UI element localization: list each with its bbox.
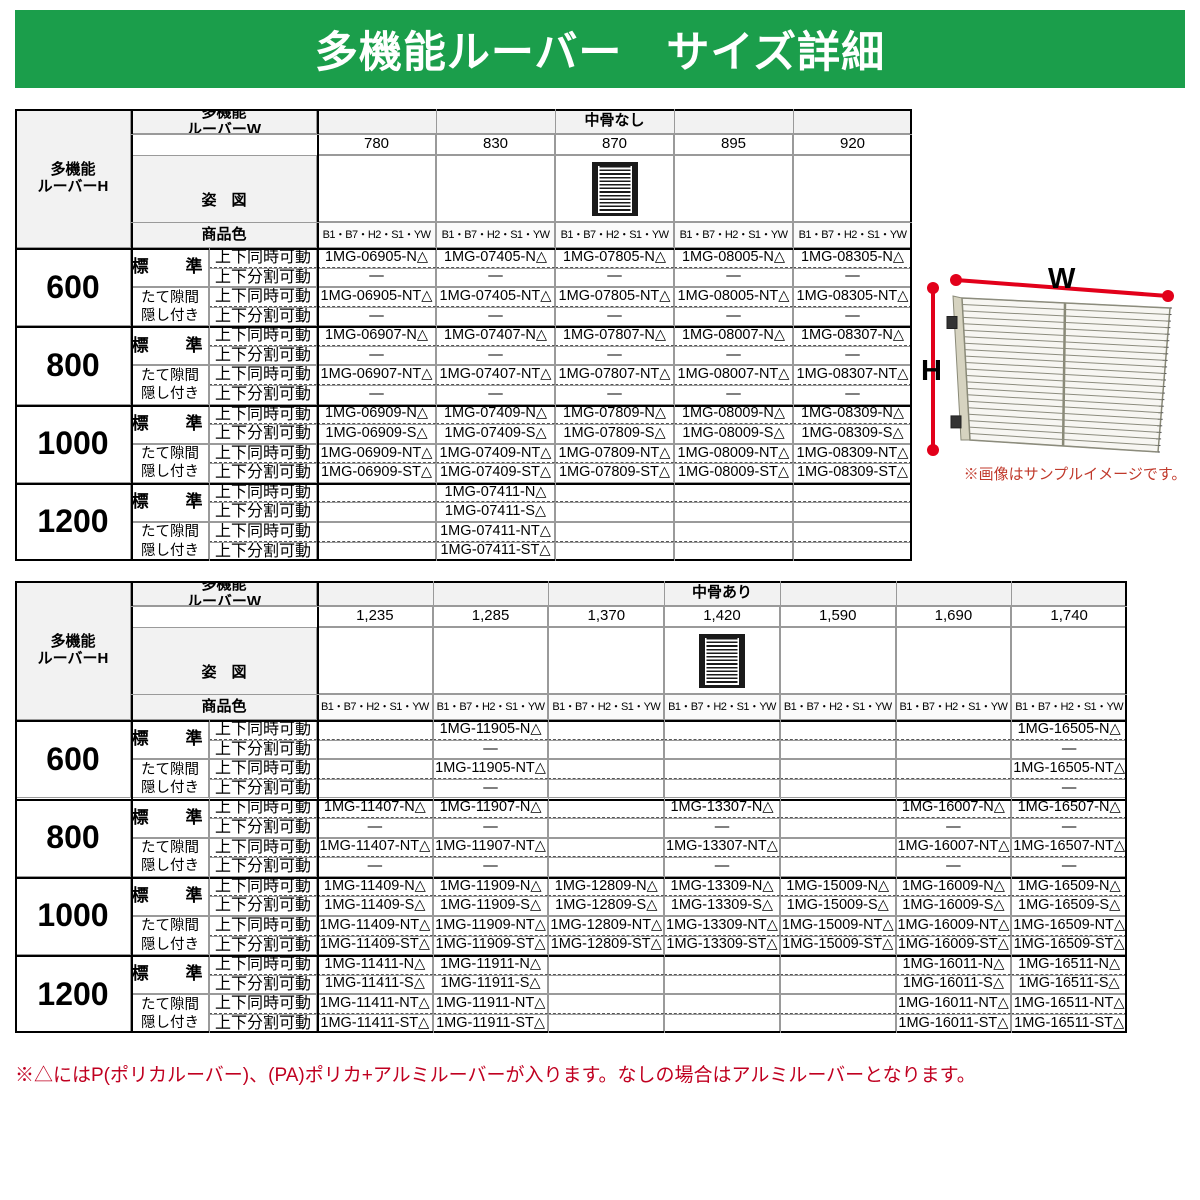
svg-text:H: H — [921, 355, 942, 387]
svg-text:W: W — [1048, 263, 1076, 295]
